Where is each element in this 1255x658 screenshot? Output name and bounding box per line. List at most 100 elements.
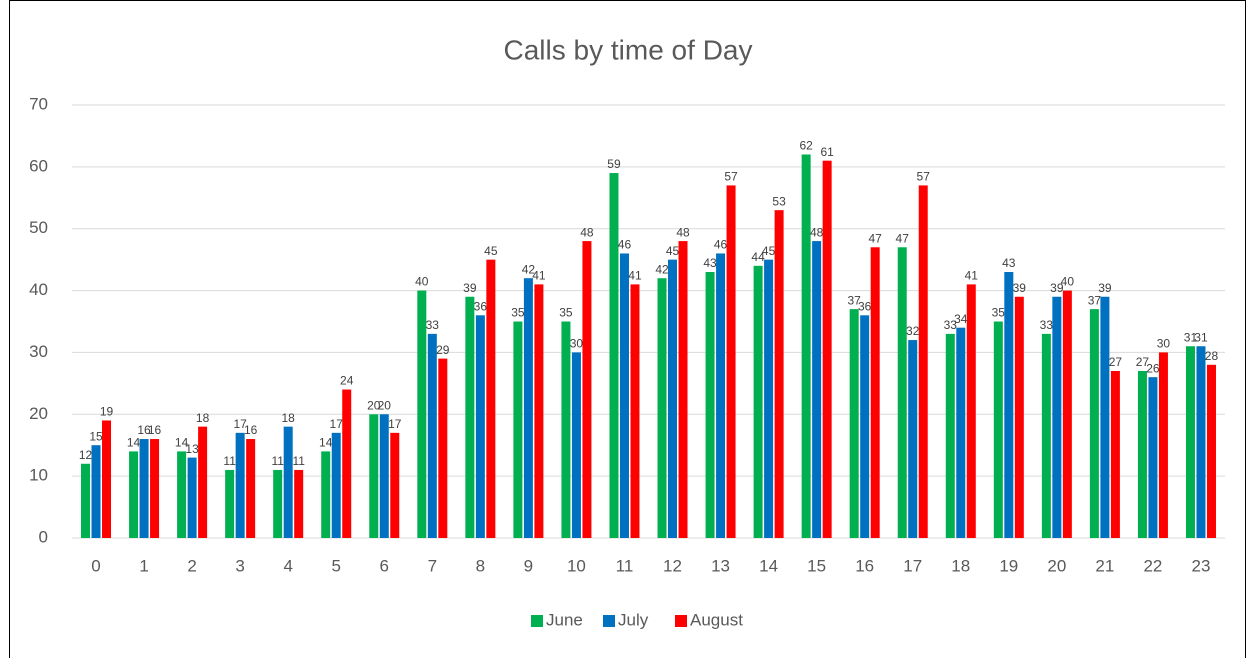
- data-label: 48: [810, 225, 824, 239]
- data-label: 17: [388, 417, 402, 431]
- data-label: 17: [330, 417, 344, 431]
- y-tick-label: 20: [29, 404, 48, 423]
- bar: [81, 463, 91, 538]
- data-label: 18: [282, 411, 296, 425]
- x-tick-label: 10: [567, 556, 586, 575]
- x-tick-label: 18: [951, 556, 970, 575]
- x-tick-label: 12: [663, 556, 682, 575]
- data-label: 13: [185, 442, 199, 456]
- bar: [187, 457, 197, 538]
- data-label: 41: [532, 269, 546, 283]
- data-label: 45: [666, 244, 680, 258]
- bar: [225, 469, 235, 538]
- bar: [945, 333, 955, 538]
- data-label: 42: [522, 262, 536, 276]
- bar: [571, 352, 581, 538]
- data-label: 28: [1205, 349, 1219, 363]
- data-label: 35: [992, 306, 1006, 320]
- data-label: 27: [1136, 355, 1150, 369]
- data-label: 47: [869, 231, 883, 245]
- data-label: 57: [917, 170, 931, 184]
- y-tick-label: 60: [29, 156, 48, 175]
- data-label: 33: [426, 318, 440, 332]
- data-label: 36: [858, 299, 872, 313]
- bar: [294, 469, 304, 538]
- bar: [908, 340, 918, 538]
- x-tick-label: 2: [187, 556, 196, 575]
- bar: [849, 309, 859, 538]
- legend-label: July: [618, 610, 649, 629]
- bar: [331, 432, 341, 538]
- bar: [475, 315, 485, 538]
- data-label: 35: [559, 306, 573, 320]
- data-label: 37: [1088, 293, 1102, 307]
- x-tick-label: 23: [1192, 556, 1211, 575]
- bar: [1014, 296, 1024, 538]
- data-label: 47: [896, 231, 910, 245]
- x-tick-label: 22: [1143, 556, 1162, 575]
- bar: [726, 185, 736, 538]
- data-label: 24: [340, 374, 354, 388]
- bar: [897, 247, 907, 538]
- bar: [1052, 296, 1062, 538]
- x-tick-label: 20: [1047, 556, 1066, 575]
- data-label: 11: [271, 454, 284, 468]
- bar: [321, 451, 331, 538]
- chart-border: [9, 0, 1246, 658]
- bar: [918, 185, 928, 538]
- data-label: 36: [474, 299, 488, 313]
- x-tick-label: 8: [476, 556, 485, 575]
- legend-swatch: [531, 615, 543, 627]
- data-label: 41: [628, 269, 642, 283]
- chart-title: Calls by time of Day: [504, 34, 753, 65]
- bar: [523, 278, 533, 538]
- data-label: 12: [79, 448, 93, 462]
- bar: [1137, 370, 1147, 538]
- y-tick-label: 40: [29, 280, 48, 299]
- bar: [774, 210, 784, 538]
- data-label: 20: [367, 398, 381, 412]
- bar: [1100, 296, 1110, 538]
- bar: [1004, 272, 1014, 538]
- bar: [993, 321, 1003, 538]
- data-label: 15: [89, 429, 103, 443]
- bar: [273, 469, 283, 538]
- x-tick-label: 7: [428, 556, 437, 575]
- y-tick-label: 10: [29, 466, 48, 485]
- legend-label: June: [546, 610, 583, 629]
- x-tick-label: 3: [235, 556, 244, 575]
- bar: [513, 321, 523, 538]
- data-label: 46: [714, 238, 728, 252]
- data-label: 46: [618, 238, 632, 252]
- data-label: 17: [233, 417, 247, 431]
- bar: [427, 333, 437, 538]
- data-label: 37: [848, 293, 862, 307]
- data-label: 16: [137, 423, 151, 437]
- data-label: 30: [1157, 337, 1171, 351]
- data-label: 48: [676, 225, 690, 239]
- data-label: 14: [127, 436, 141, 450]
- bar: [235, 432, 245, 538]
- bar: [177, 451, 187, 538]
- data-label: 45: [484, 244, 498, 258]
- bar: [668, 259, 678, 538]
- bar: [417, 290, 427, 538]
- data-label: 33: [944, 318, 958, 332]
- bar: [198, 426, 208, 538]
- data-label: 40: [1061, 275, 1075, 289]
- bar: [465, 296, 475, 538]
- bar: [753, 265, 763, 538]
- data-label: 35: [511, 306, 525, 320]
- data-label: 32: [906, 324, 920, 338]
- bar: [1110, 370, 1120, 538]
- bar: [534, 284, 544, 538]
- data-label: 57: [724, 170, 738, 184]
- bar: [283, 426, 293, 538]
- data-label: 16: [148, 423, 162, 437]
- data-label: 14: [319, 436, 333, 450]
- bar: [870, 247, 880, 538]
- x-tick-label: 5: [331, 556, 340, 575]
- bar: [860, 315, 870, 538]
- bar: [139, 439, 149, 538]
